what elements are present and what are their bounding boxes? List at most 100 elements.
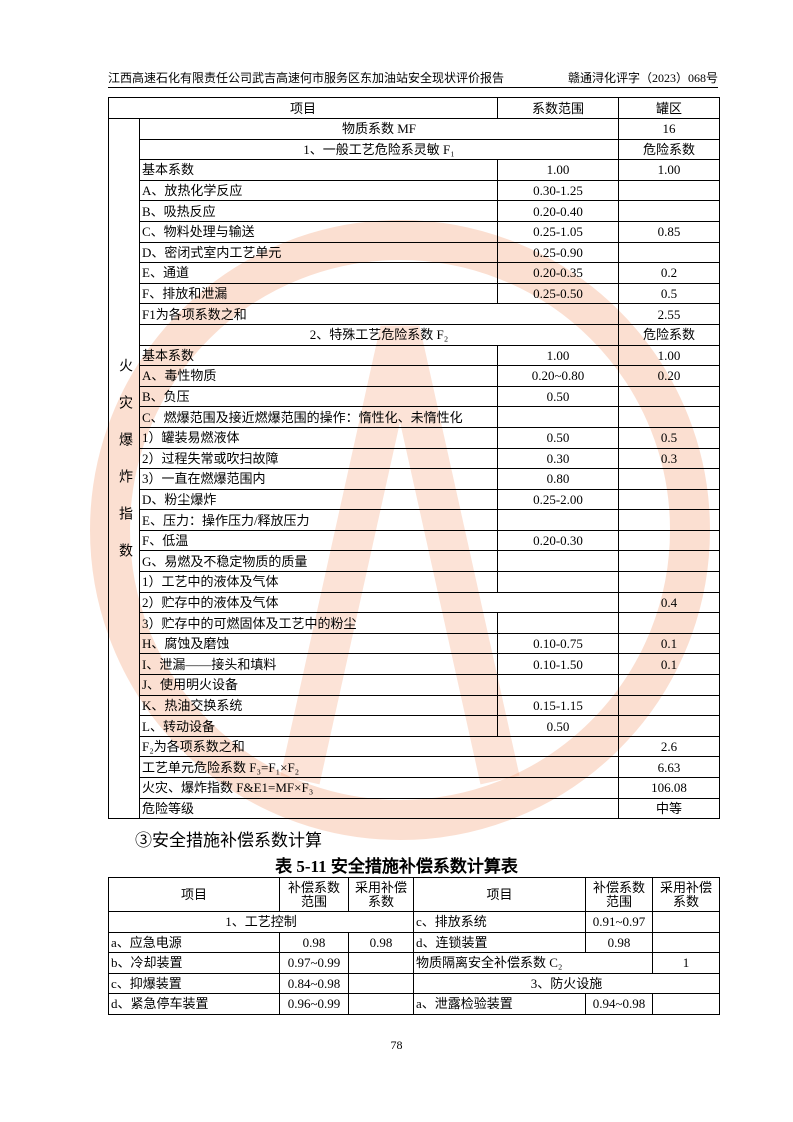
cell: 0.91~0.97 — [585, 911, 653, 933]
row: D、密闭式室内工艺单元 0.25-0.90 — [109, 241, 721, 264]
value-cell: 0.5 — [618, 426, 721, 449]
row: 3）贮存中的可燃固体及工艺中的粉尘 — [109, 612, 721, 634]
value-cell: 危险系数 — [618, 138, 721, 161]
row: 1、一般工艺危险系灵敏 F₁ 危险系数 — [109, 138, 721, 161]
cell: 物质隔离安全补偿系数 C₂ — [413, 952, 653, 974]
value-cell — [618, 550, 721, 573]
value-cell: 0.85 — [618, 220, 721, 243]
cell: 1、工艺控制 — [108, 911, 414, 933]
item-cell: 物质系数 MF — [138, 118, 620, 140]
item-cell: B、吸热反应 — [138, 200, 499, 222]
header-cell: 补偿系数范围 — [279, 877, 349, 912]
cell: 0.97~0.99 — [279, 952, 349, 974]
row: 1）罐装易燃液体 0.50 0.5 — [109, 426, 721, 449]
range-cell — [497, 571, 620, 593]
range-cell — [497, 674, 620, 696]
range-cell: 0.80 — [497, 468, 620, 490]
header-cell: 补偿系数范围 — [585, 877, 653, 912]
item-cell: A、放热化学反应 — [138, 179, 499, 202]
row: K、热油交换系统 0.15-1.15 — [109, 694, 721, 717]
row: A、毒性物质 0.20~0.80 0.20 — [109, 365, 721, 387]
section-heading: ③安全措施补偿系数计算 — [135, 831, 322, 850]
cell: 0.94~0.98 — [585, 993, 653, 1015]
range-cell: 0.25-0.50 — [497, 282, 620, 305]
cell: 0.84~0.98 — [279, 972, 349, 994]
item-cell: 基本系数 — [138, 344, 499, 367]
value-cell: 1.00 — [618, 159, 721, 181]
item-cell: K、热油交换系统 — [138, 694, 499, 717]
range-cell: 0.25-1.05 — [497, 220, 620, 243]
cell — [652, 911, 720, 933]
value-cell: 16 — [618, 118, 721, 140]
row: L、转动设备 0.50 — [109, 715, 721, 737]
value-cell: 0.2 — [618, 262, 721, 284]
cell: a、泄露检验装置 — [413, 993, 586, 1015]
range-cell: 0.50 — [497, 385, 620, 408]
value-cell — [618, 694, 721, 717]
item-cell: D、粉尘爆炸 — [138, 488, 499, 511]
row: F₂为各项系数之和 2.6 — [109, 735, 721, 758]
item-cell: 危险等级 — [138, 797, 620, 820]
value-cell: 0.4 — [618, 591, 721, 614]
value-cell: 2.55 — [618, 303, 721, 325]
value-cell: 0.3 — [618, 447, 721, 470]
row: 工艺单元危险系数 F₃=F₁×F₂ 6.63 — [109, 756, 721, 778]
cell: 0.98 — [585, 931, 653, 953]
range-cell: 0.20-0.40 — [497, 200, 620, 222]
item-cell: D、密闭式室内工艺单元 — [138, 241, 499, 264]
range-cell — [497, 406, 620, 428]
row: 2）过程失常或吹扫故障 0.30 0.3 — [109, 447, 721, 470]
item-cell: 2）过程失常或吹扫故障 — [138, 447, 499, 470]
row: d、紧急停车装置 0.96~0.99 a、泄露检验装置 0.94~0.98 — [108, 993, 720, 1015]
item-cell: 1）工艺中的液体及气体 — [138, 571, 499, 593]
row: c、抑爆装置 0.84~0.98 3、防火设施 — [108, 972, 720, 994]
row: E、通道 0.20-0.35 0.2 — [109, 262, 721, 284]
row: 1、工艺控制 c、排放系统 0.91~0.97 — [108, 911, 720, 933]
row: D、粉尘爆炸 0.25-2.00 — [109, 488, 721, 511]
cell: b、冷却装置 — [108, 952, 280, 974]
item-cell: B、负压 — [138, 385, 499, 408]
value-cell — [618, 179, 721, 202]
row: a、应急电源 0.98 0.98 d、连锁装置 0.98 — [108, 931, 720, 953]
cell: d、紧急停车装置 — [108, 993, 280, 1015]
header-row: 项目 补偿系数范围 采用补偿系数 项目 补偿系数范围 采用补偿系数 — [108, 877, 720, 912]
item-cell: F、排放和泄漏 — [138, 282, 499, 305]
value-cell: 危险系数 — [618, 323, 721, 346]
header-cell: 项目 — [413, 877, 586, 912]
range-cell: 0.15-1.15 — [497, 694, 620, 717]
value-cell — [618, 529, 721, 552]
header-rule — [108, 87, 718, 88]
header-right: 赣通浔化评字（2023）068号 — [567, 71, 718, 85]
value-cell — [618, 406, 721, 428]
range-cell: 0.30 — [497, 447, 620, 470]
cell — [348, 952, 414, 974]
item-cell: 2）贮存中的液体及气体 — [138, 591, 620, 614]
range-cell: 0.50 — [497, 426, 620, 449]
item-cell: E、压力：操作压力/释放压力 — [138, 509, 499, 531]
range-cell: 1.00 — [497, 344, 620, 367]
value-cell: 0.1 — [618, 653, 721, 676]
cell: 1 — [652, 952, 720, 974]
value-cell: 中等 — [618, 797, 721, 820]
header-row: 项目 系数范围 罐区 — [107, 97, 721, 119]
cell: 3、防火设施 — [413, 972, 720, 994]
value-cell — [618, 200, 721, 222]
item-cell: F、低温 — [138, 529, 499, 552]
item-cell: 2、特殊工艺危险系数 F₂ — [138, 323, 620, 346]
item-cell: 1）罐装易燃液体 — [138, 426, 499, 449]
cell: 0.96~0.99 — [279, 993, 349, 1015]
row: J、使用明火设备 — [109, 674, 721, 696]
value-cell — [618, 715, 721, 737]
table-title: 表 5-11 安全措施补偿系数计算表 — [275, 857, 518, 876]
range-cell: 0.20~0.80 — [497, 365, 620, 387]
value-cell: 0.1 — [618, 632, 721, 655]
range-cell: 0.25-0.90 — [497, 241, 620, 264]
compensation-table: 项目 补偿系数范围 采用补偿系数 项目 补偿系数范围 采用补偿系数 1、工艺控制… — [108, 877, 720, 1015]
row: A、放热化学反应 0.30-1.25 — [109, 179, 721, 202]
range-cell: 0.10-0.75 — [497, 632, 620, 655]
item-cell: C、燃爆范围及接近燃爆范围的操作：惰性化、未惰性化 — [138, 406, 499, 428]
item-cell: 3）一直在燃爆范围内 — [138, 468, 499, 490]
row: b、冷却装置 0.97~0.99 物质隔离安全补偿系数 C₂ 1 — [108, 952, 720, 974]
item-cell: C、物料处理与输送 — [138, 220, 499, 243]
